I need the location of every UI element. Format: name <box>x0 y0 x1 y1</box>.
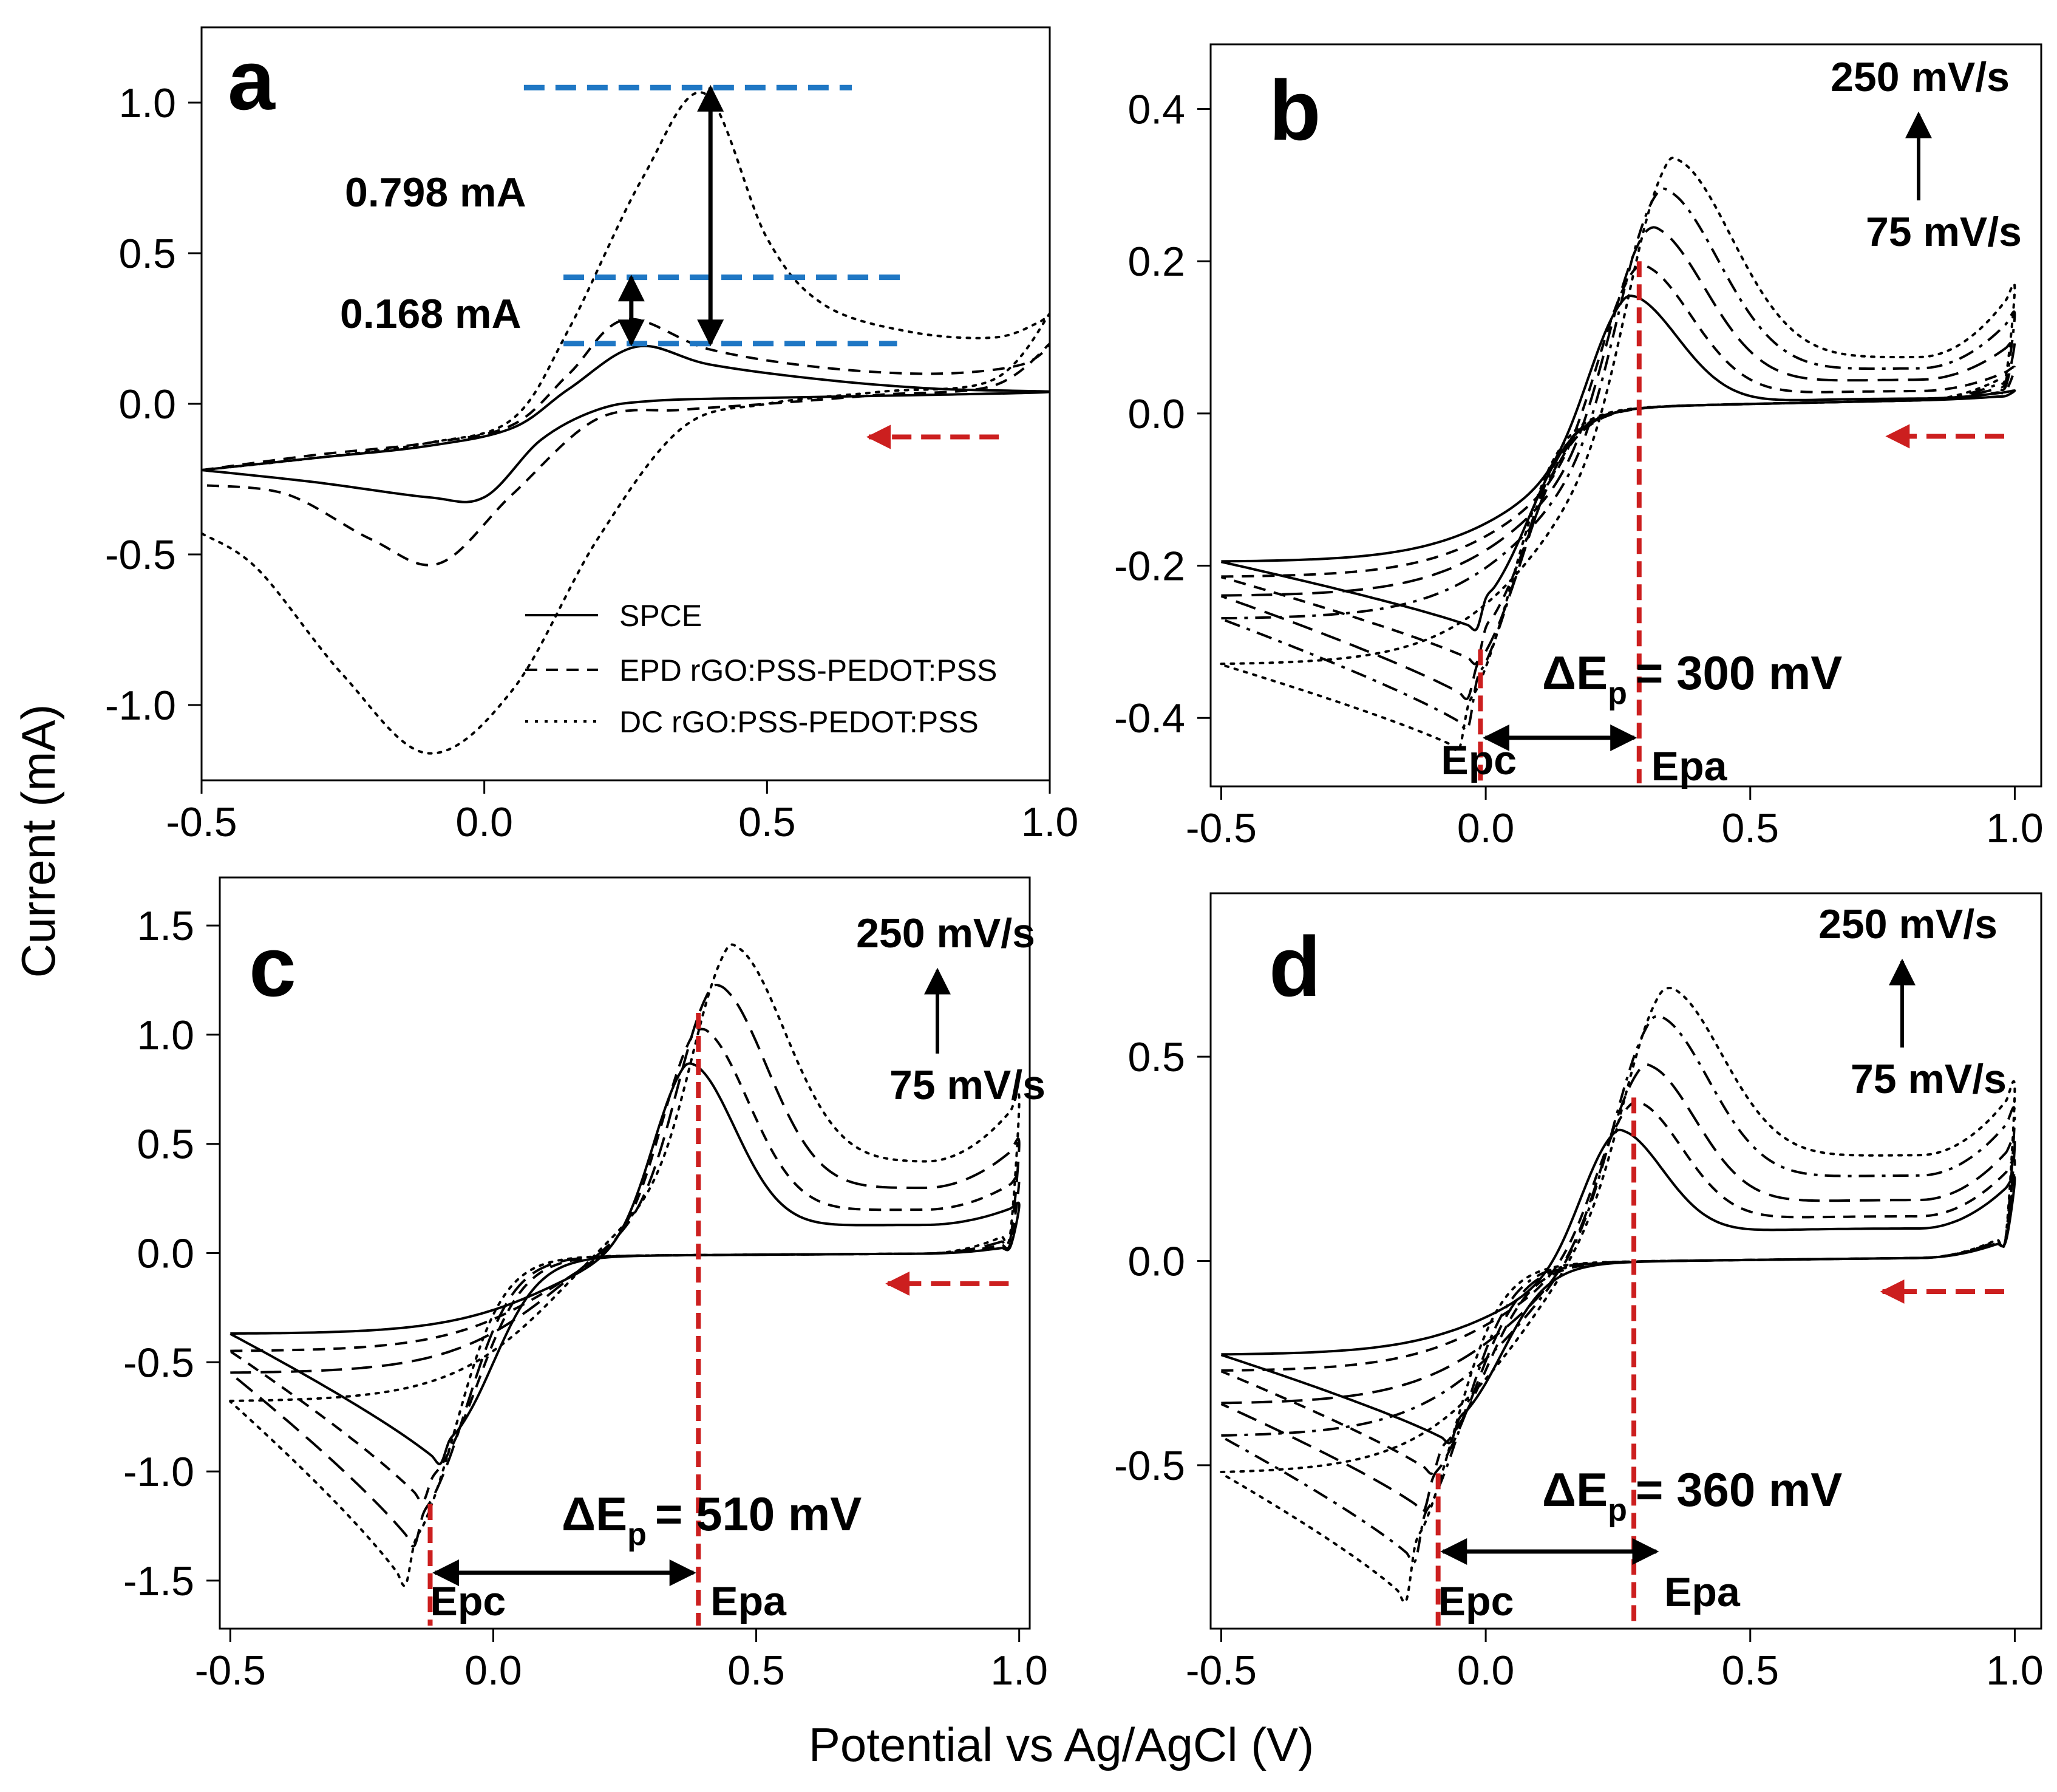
x-tick-label-d: 1.0 <box>1986 1647 2044 1694</box>
y-tick-label-c: 0.0 <box>137 1231 194 1277</box>
y-tick-label-d: -0.5 <box>1114 1443 1185 1489</box>
y-axis-title: Current (mA) <box>12 704 65 978</box>
scan-rate-low: 75 mV/s <box>889 1062 1046 1108</box>
x-tick-label-d: -0.5 <box>1186 1647 1257 1694</box>
y-tick-label-b: 0.2 <box>1127 239 1185 285</box>
panel-d: -0.5 0.0 0.5 1.0 -0.5 0.0 0.5 d ΔEp = 360 mV Epc Ep… <box>1114 892 2044 1694</box>
y-tick-label-c: 0.5 <box>137 1122 194 1168</box>
x-tick-label-a: 0.5 <box>738 799 796 845</box>
legend: SPCE EPD rGO:PSS-PEDOT:PSS DC rGO:PSS-PEDO… <box>525 599 997 739</box>
y-tick-label-d: 0.0 <box>1127 1239 1185 1285</box>
panel-letter-a: a <box>228 32 276 128</box>
x-tick-label-c: -0.5 <box>195 1647 266 1694</box>
cv-curve-dashed <box>202 318 1050 567</box>
y-tick-label-a: 1.0 <box>118 80 176 126</box>
cv-curve-dotted <box>1220 987 2016 1604</box>
y-tick-label-b: 0.0 <box>1127 391 1185 437</box>
legend-label: EPD rGO:PSS-PEDOT:PSS <box>619 653 997 687</box>
panel-letter-b: b <box>1269 63 1321 158</box>
x-tick-label-a: 0.0 <box>455 799 513 845</box>
cv-curve-dashdot <box>1220 187 2016 732</box>
curves-b <box>1220 156 2016 752</box>
epa-label: Epa <box>1664 1569 1741 1615</box>
cv-curve-dotted <box>202 91 1050 755</box>
epa-label: Epa <box>1651 743 1728 789</box>
cv-curve-longdash <box>1220 226 2016 700</box>
x-tick-label-c: 0.0 <box>464 1647 522 1694</box>
delta-ep-label: ΔEp = 510 mV <box>562 1487 862 1552</box>
delta-ep-symbol: ΔE <box>562 1487 627 1541</box>
x-tick-label-a: -0.5 <box>166 799 237 845</box>
panel-c: -0.5 0.0 0.5 1.0 -1.5 -1.0 -0.5 0.0 0.5 1.0 1.5 c ΔE… <box>123 876 1048 1694</box>
epc-label: Epc <box>430 1578 506 1624</box>
legend-label: SPCE <box>619 599 702 633</box>
delta-ep-symbol: ΔE <box>1542 646 1608 700</box>
cv-curve-longdash <box>229 984 1021 1548</box>
y-tick-label-b: -0.2 <box>1114 543 1185 590</box>
current-diff-label: 0.168 mA <box>340 291 522 337</box>
curves-c <box>229 943 1021 1587</box>
epc-label: Epc <box>1438 1578 1514 1624</box>
y-tick-label-a: -1.0 <box>105 683 176 729</box>
x-tick-label-b: 1.0 <box>1986 805 2044 851</box>
cv-curve-solid <box>229 1062 1021 1465</box>
y-tick-label-c: 1.5 <box>137 903 194 949</box>
delta-ep-label: ΔEp = 300 mV <box>1542 646 1842 711</box>
y-tick-label-d: 0.5 <box>1127 1034 1185 1080</box>
y-tick-label-c: -0.5 <box>123 1340 194 1386</box>
y-tick-label-c: -1.5 <box>123 1558 194 1604</box>
cv-curve-dotted <box>229 943 1021 1587</box>
panel-b: -0.5 0.0 0.5 1.0 -0.4 -0.2 0.0 0.2 0.4 b ΔEp = 300 … <box>1114 43 2044 851</box>
delta-ep-subscript: p <box>627 1517 647 1552</box>
y-tick-label-c: 1.0 <box>137 1012 194 1058</box>
cv-curve-dashed <box>1220 264 2016 666</box>
y-tick-label-a: -0.5 <box>105 532 176 578</box>
x-tick-label-b: 0.5 <box>1721 805 1779 851</box>
y-tick-label-b: 0.4 <box>1127 87 1185 133</box>
scan-rate-high: 250 mV/s <box>856 910 1035 956</box>
cv-curve-longdash <box>1220 1063 2016 1513</box>
legend-label: DC rGO:PSS-PEDOT:PSS <box>619 705 979 739</box>
x-tick-label-a: 1.0 <box>1021 799 1079 845</box>
panel-letter-c: c <box>249 919 296 1014</box>
x-tick-label-b: 0.0 <box>1457 805 1515 851</box>
x-axis-title: Potential vs Ag/AgCl (V) <box>809 1718 1314 1771</box>
delta-ep-value: = 300 mV <box>1636 646 1842 700</box>
x-tick-label-b: -0.5 <box>1186 805 1257 851</box>
scan-rate-high: 250 mV/s <box>1818 901 1997 947</box>
delta-ep-label: ΔEp = 360 mV <box>1542 1463 1842 1528</box>
delta-ep-subscript: p <box>1608 676 1627 711</box>
delta-ep-value: = 510 mV <box>655 1487 862 1541</box>
delta-ep-symbol: ΔE <box>1542 1463 1608 1516</box>
y-tick-label-c: -1.0 <box>123 1449 194 1495</box>
plot-frame-b <box>1209 43 2042 788</box>
x-tick-label-c: 1.0 <box>990 1647 1048 1694</box>
curves-d <box>1220 987 2016 1604</box>
x-tick-label-c: 0.5 <box>727 1647 785 1694</box>
scan-rate-low: 75 mV/s <box>1851 1056 2007 1102</box>
cv-curve-dashed <box>1220 1100 2016 1475</box>
x-tick-label-d: 0.5 <box>1721 1647 1779 1694</box>
y-tick-label-b: -0.4 <box>1114 695 1185 741</box>
current-diff-label: 0.798 mA <box>345 169 526 216</box>
epa-label: Epa <box>710 1578 787 1624</box>
delta-ep-value: = 360 mV <box>1636 1463 1842 1516</box>
x-tick-label-d: 0.0 <box>1457 1647 1515 1694</box>
panel-a: -0.5 0.0 0.5 1.0 -1.0 -0.5 0.0 0.5 1.0 a 0.798 mA 0… <box>105 26 1079 845</box>
epc-label: Epc <box>1441 737 1517 783</box>
delta-ep-subscript: p <box>1608 1493 1627 1528</box>
cv-curve-dashed <box>229 1027 1021 1504</box>
cv-curve-solid <box>1220 295 2016 632</box>
y-tick-label-a: 0.0 <box>118 381 176 428</box>
panel-letter-d: d <box>1269 919 1321 1014</box>
cv-curve-solid <box>202 344 1050 503</box>
scan-rate-low: 75 mV/s <box>1866 209 2022 255</box>
curves-a <box>202 91 1050 755</box>
y-tick-label-a: 0.5 <box>118 231 176 277</box>
scan-rate-high: 250 mV/s <box>1831 54 2010 100</box>
